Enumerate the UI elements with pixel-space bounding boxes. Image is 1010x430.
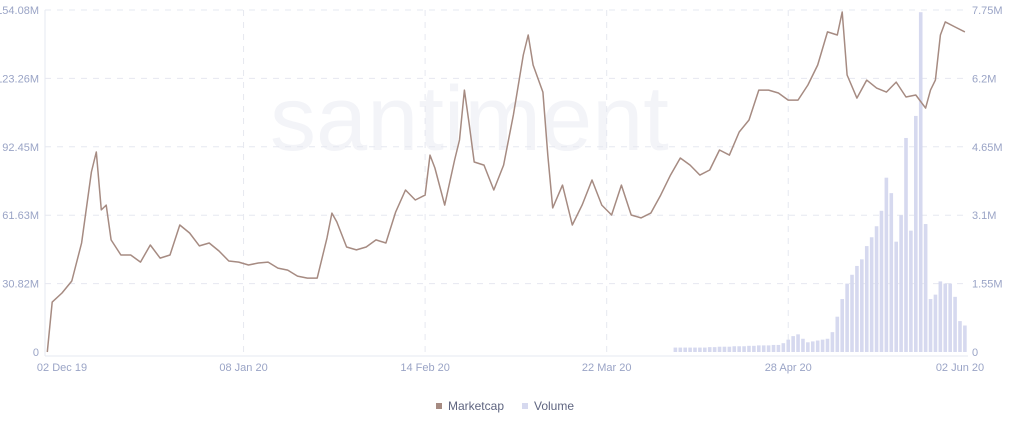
y-right-tick-label: 6.2M — [972, 73, 996, 85]
y-left-tick-label: 92.45M — [2, 142, 39, 154]
marketcap-swatch-icon — [435, 403, 442, 409]
volume-bar — [830, 332, 835, 352]
volume-bar — [688, 347, 692, 352]
volume-bar — [879, 210, 884, 352]
volume-bar — [683, 347, 687, 352]
volume-bar — [948, 283, 952, 352]
watermark: santiment — [270, 68, 669, 170]
y-right-tick-label: 4.65M — [972, 142, 1003, 154]
volume-bar — [796, 334, 800, 352]
legend-item-marketcap[interactable]: Marketcap — [435, 399, 504, 413]
volume-bar — [673, 347, 678, 352]
volume-bar — [909, 230, 913, 352]
volume-bar — [717, 346, 722, 352]
volume-bar — [742, 346, 746, 352]
volume-bar — [914, 115, 918, 353]
volume-bar — [761, 345, 766, 352]
volume-bar — [815, 340, 820, 352]
volume-bar — [840, 299, 845, 352]
volume-bar — [776, 344, 781, 352]
volume-bar — [825, 338, 830, 352]
volume-bar — [958, 321, 962, 352]
volume-bar — [835, 316, 840, 352]
volume-bar — [806, 342, 810, 352]
volume-bar — [904, 137, 908, 352]
volume-bar — [855, 265, 859, 352]
x-tick-label: 08 Jan 20 — [219, 362, 267, 374]
x-tick-label: 02 Jun 20 — [936, 362, 984, 374]
y-right-tick-label: 7.75M — [972, 5, 1003, 17]
volume-bar — [869, 237, 874, 352]
legend-item-volume[interactable]: Volume — [522, 399, 574, 413]
volume-bar — [933, 294, 938, 352]
volume-bar — [850, 274, 854, 352]
y-left-tick-label: 123.26M — [0, 73, 39, 85]
volume-bar — [801, 338, 805, 352]
legend-label: Marketcap — [447, 399, 504, 413]
volume-bar — [698, 347, 702, 352]
volume-bar — [712, 347, 717, 352]
grid — [44, 9, 968, 357]
volume-bars — [673, 12, 967, 353]
volume-bar — [918, 12, 923, 352]
volume-bar — [810, 341, 815, 352]
volume-bar — [928, 299, 933, 352]
y-right-tick-label: 0 — [972, 347, 978, 359]
volume-bar — [707, 347, 712, 352]
volume-bar — [747, 345, 751, 352]
volume-bar — [752, 345, 756, 352]
volume-bar — [732, 346, 737, 352]
volume-bar — [781, 343, 786, 352]
volume-bar — [845, 283, 849, 352]
volume-bar — [864, 246, 869, 352]
x-tick-label: 14 Feb 20 — [400, 362, 450, 374]
volume-bar — [737, 346, 741, 352]
volume-bar — [756, 345, 761, 352]
y-left-tick-label: 0 — [33, 347, 39, 359]
y-right-tick-label: 3.1M — [972, 210, 996, 222]
volume-bar — [860, 259, 864, 352]
volume-bar — [693, 347, 697, 352]
volume-bar — [923, 224, 928, 352]
volume-bar — [727, 346, 732, 352]
legend: Marketcap Volume — [0, 399, 1010, 413]
volume-bar — [874, 226, 879, 352]
x-tick-label: 28 Apr 20 — [765, 362, 812, 374]
y-right-tick-label: 1.55M — [972, 279, 1003, 291]
legend-label: Volume — [534, 399, 575, 413]
volume-bar — [722, 346, 727, 352]
y-left-tick-label: 30.82M — [2, 279, 39, 291]
x-tick-label: 22 Mar 20 — [582, 362, 632, 374]
volume-bar — [963, 325, 967, 352]
volume-bar — [703, 347, 707, 352]
volume-bar — [771, 344, 776, 352]
volume-swatch-icon — [522, 403, 528, 409]
tick-labels: 0 0 30.82M 1.55M 61.63M 3.1M 92.45M 4.65M 123.26… — [0, 5, 1003, 374]
volume-bar — [938, 281, 943, 352]
x-tick-label: 02 Dec 19 — [37, 362, 87, 374]
volume-bar — [953, 296, 957, 352]
volume-bar — [889, 193, 894, 352]
volume-bar — [894, 241, 898, 352]
volume-bar — [786, 339, 791, 352]
y-left-tick-label: 154.08M — [0, 5, 39, 17]
volume-bar — [899, 215, 903, 352]
marketcap-line — [46, 11, 966, 353]
y-left-tick-label: 61.63M — [2, 210, 39, 222]
volume-bar — [678, 347, 683, 352]
volume-bar — [943, 283, 948, 352]
volume-bar — [884, 177, 889, 352]
volume-bar — [766, 345, 771, 352]
volume-bar — [820, 339, 825, 352]
volume-bar — [791, 336, 795, 352]
